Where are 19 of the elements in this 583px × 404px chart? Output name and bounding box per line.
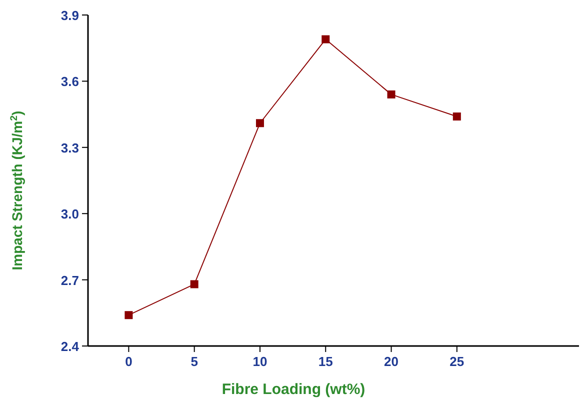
y-tick-label: 3.9: [60, 8, 79, 23]
x-tick-label: 0: [125, 354, 132, 369]
point: [387, 90, 396, 98]
y-tick-label: 2.4: [60, 339, 80, 354]
x-tick-label: 20: [384, 354, 398, 369]
point: [190, 280, 198, 288]
x-tick-label: 10: [252, 354, 268, 369]
x-axis-title: Fibre Loading (wt%): [222, 381, 366, 398]
y-tick-label: 3.6: [60, 74, 79, 90]
y-tick-label: 3.3: [60, 140, 79, 156]
y-tick-label: 2.7: [60, 272, 79, 288]
point: [124, 311, 133, 320]
x-tick-label: 25: [450, 354, 464, 369]
point: [322, 35, 330, 44]
x-tick-label: 5: [190, 354, 198, 369]
y-tick-label: 3.0: [60, 206, 79, 222]
point: [452, 112, 461, 121]
point: [256, 119, 264, 128]
x-tick-label: 15: [318, 354, 333, 369]
